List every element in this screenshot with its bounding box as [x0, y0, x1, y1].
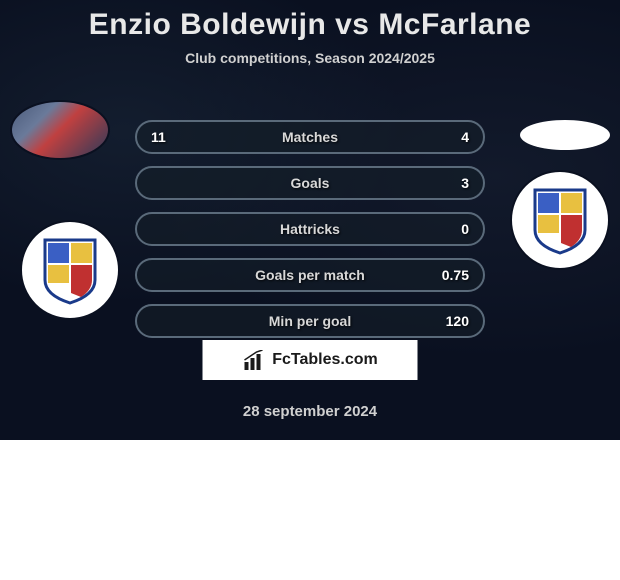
shield-icon	[530, 185, 590, 255]
stat-label: Goals	[291, 175, 330, 191]
player-comparison-infographic: Enzio Boldewijn vs McFarlane Club compet…	[0, 0, 620, 440]
shield-icon	[40, 235, 100, 305]
stat-row-goals-per-match: Goals per match 0.75	[135, 258, 485, 292]
player-left-avatar	[10, 100, 110, 160]
stat-row-hattricks: Hattricks 0	[135, 212, 485, 246]
stat-label: Goals per match	[255, 267, 365, 283]
date-label: 28 september 2024	[243, 403, 377, 420]
stat-left-value: 11	[151, 129, 191, 145]
stat-right-value: 4	[429, 129, 469, 145]
stat-label: Min per goal	[269, 313, 351, 329]
club-left-crest	[20, 220, 120, 320]
club-right-crest	[510, 170, 610, 270]
stat-label: Matches	[282, 129, 338, 145]
stat-right-value: 120	[429, 313, 469, 329]
stat-row-goals: Goals 3	[135, 166, 485, 200]
stat-right-value: 0.75	[429, 267, 469, 283]
branding-text: FcTables.com	[272, 351, 378, 369]
stat-label: Hattricks	[280, 221, 340, 237]
stats-container: 11 Matches 4 Goals 3 Hattricks 0 Goals p…	[135, 120, 485, 350]
page-title: Enzio Boldewijn vs McFarlane	[0, 0, 620, 42]
stat-row-matches: 11 Matches 4	[135, 120, 485, 154]
stat-row-min-per-goal: Min per goal 120	[135, 304, 485, 338]
stat-right-value: 3	[429, 175, 469, 191]
player-right-avatar	[520, 120, 610, 150]
stat-right-value: 0	[429, 221, 469, 237]
bar-chart-icon	[242, 350, 266, 370]
branding-box: FcTables.com	[203, 340, 418, 380]
page-subtitle: Club competitions, Season 2024/2025	[0, 50, 620, 66]
